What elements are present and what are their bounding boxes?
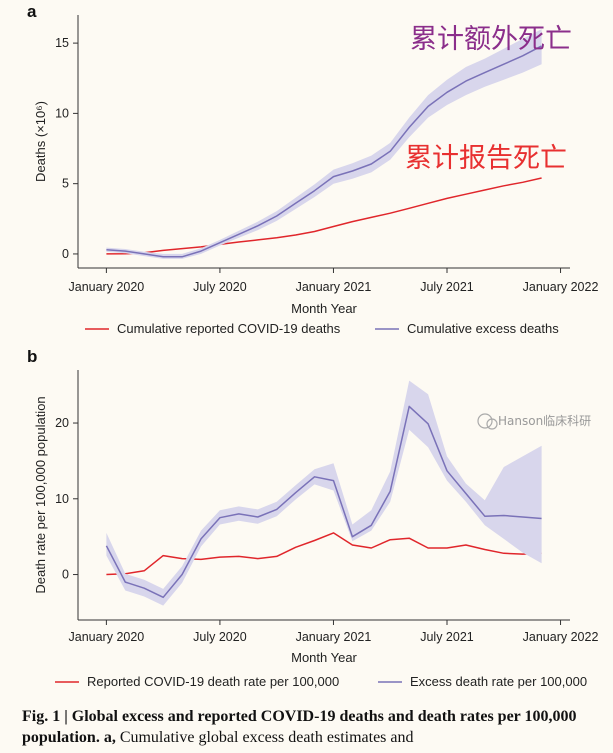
caption-text: Cumulative global excess death estimates… (115, 729, 414, 746)
y-axis-title: Death rate per 100,000 population (33, 396, 48, 593)
y-tick-label: 0 (62, 247, 69, 261)
caption-panel-a: a, (99, 729, 116, 746)
x-tick-label: January 2021 (296, 630, 372, 644)
y-tick-label: 10 (55, 492, 69, 506)
x-tick-label: July 2020 (193, 630, 247, 644)
legend-label-reported: Reported COVID-19 death rate per 100,000 (87, 674, 339, 689)
panel-letter: a (27, 2, 37, 21)
series-line-reported (106, 532, 542, 576)
confidence-band (106, 380, 542, 606)
x-tick-label: July 2020 (193, 280, 247, 294)
annotation-cumulative-reported: 累计报告死亡 (405, 143, 567, 174)
panel-letter: b (27, 347, 37, 366)
x-tick-label: January 2020 (69, 630, 145, 644)
panel-b: b 0 10 20 January 2020 July 2020 January 2021 J… (27, 347, 598, 689)
figure-canvas: a 0 5 10 15 January 2020 July 2020 January 2021… (27, 2, 598, 689)
legend-label-reported: Cumulative reported COVID-19 deaths (117, 321, 341, 336)
watermark-logo-icon (477, 413, 498, 430)
x-tick-label: July 2021 (420, 630, 474, 644)
x-tick-label: January 2022 (523, 280, 599, 294)
series-line-excess (105, 405, 542, 599)
panel-a: a 0 5 10 15 January 2020 July 2020 January 2021… (27, 2, 598, 336)
x-tick-label: January 2020 (69, 280, 145, 294)
figure-caption: Fig. 1 | Global excess and reported COVI… (22, 706, 607, 748)
x-tick-label: January 2021 (296, 280, 372, 294)
annotation-cumulative-excess: 累计额外死亡 (410, 24, 572, 55)
y-tick-label: 20 (55, 416, 69, 430)
series-line-excess (106, 45, 542, 258)
y-tick-label: 10 (55, 106, 69, 120)
x-axis-title: Month Year (291, 301, 357, 316)
x-tick-label: July 2021 (420, 280, 474, 294)
caption-bold: Fig. 1 | Global excess and reported COVI… (22, 708, 577, 746)
y-axis-title: Deaths (×10⁶) (33, 101, 48, 182)
y-tick-label: 5 (62, 177, 69, 191)
confidence-band (106, 29, 542, 259)
y-tick-label: 15 (55, 36, 69, 50)
watermark-text: Hanson临床科研 (498, 414, 591, 428)
x-tick-label: January 2022 (523, 630, 599, 644)
legend-label-excess: Excess death rate per 100,000 (410, 674, 587, 689)
legend-label-excess: Cumulative excess deaths (407, 321, 559, 336)
series-line-reported (106, 177, 542, 255)
y-tick-label: 0 (62, 568, 69, 582)
x-axis-title: Month Year (291, 650, 357, 665)
